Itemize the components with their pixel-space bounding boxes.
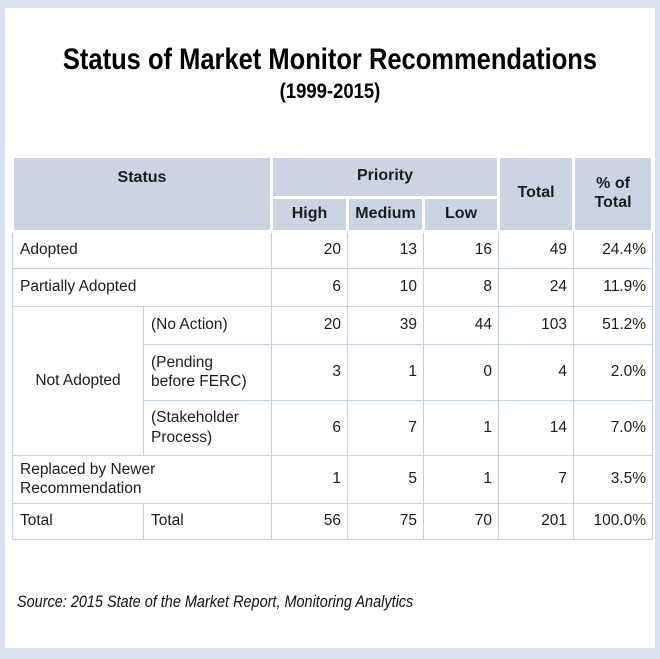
col-header-total: Total [497, 154, 576, 233]
cell-adopted-total: 49 [498, 230, 575, 269]
cell-pending-medium: 1 [347, 343, 424, 401]
cell-replaced-pct: 3.5% [573, 454, 654, 504]
cell-replaced-low: 1 [422, 454, 500, 504]
cell-replaced-total: 7 [498, 454, 575, 504]
col-header-medium: Medium [346, 195, 425, 233]
table-row-no-action: Not Adopted (No Action) 20 39 44 103 51.… [12, 305, 654, 456]
page-subtitle: (1999-2015) [279, 79, 381, 103]
cell-partially-pct: 11.9% [573, 267, 654, 307]
row-label-total: Total [12, 502, 144, 540]
row-label-no-action: (No Action) [143, 305, 272, 345]
cell-adopted-pct: 24.4% [573, 230, 654, 269]
table-row-stakeholder: (Stakeholder Process) 6 7 1 14 7.0% [13, 399, 654, 456]
row-label-stakeholder: (Stakeholder Process) [143, 399, 272, 456]
cell-no-action-medium: 39 [347, 305, 424, 345]
cell-total-medium: 75 [347, 502, 424, 540]
table-row-pending-ferc: (Pending before FERC) 3 1 0 4 2.0% [13, 343, 654, 401]
cell-partially-total: 24 [498, 267, 575, 307]
table-row-adopted: Adopted 20 13 16 49 24.4% [12, 230, 654, 269]
page-title: Status of Market Monitor Recommendations [62, 43, 598, 76]
cell-adopted-high: 20 [271, 230, 348, 269]
cell-partially-high: 6 [271, 267, 348, 307]
cell-partially-medium: 10 [347, 267, 424, 307]
col-header-priority: Priority [269, 154, 501, 199]
cell-stakeholder-pct: 7.0% [573, 399, 654, 456]
col-header-pct-total: % of Total [572, 154, 655, 233]
cell-no-action-total: 103 [498, 305, 575, 345]
cell-pending-pct: 2.0% [573, 343, 654, 401]
col-header-status: Status [11, 154, 273, 233]
cell-stakeholder-medium: 7 [347, 399, 424, 456]
cell-adopted-low: 16 [422, 230, 500, 269]
cell-stakeholder-low: 1 [422, 399, 500, 456]
cell-pending-total: 4 [498, 343, 575, 401]
cell-no-action-pct: 51.2% [573, 305, 654, 345]
col-header-high: High [270, 195, 349, 233]
cell-total-high: 56 [271, 502, 348, 540]
col-header-low: Low [421, 195, 501, 233]
row-label-partially-adopted: Partially Adopted [12, 267, 272, 307]
cell-pending-low: 0 [422, 343, 500, 401]
cell-no-action-low: 44 [422, 305, 500, 345]
recommendations-table: Status Priority Total % of Total High Me… [11, 154, 655, 540]
row-sublabel-total: Total [143, 502, 272, 540]
source-note: Source: 2015 State of the Market Report,… [17, 591, 414, 611]
row-group-label-not-adopted: Not Adopted [12, 305, 144, 456]
table-row-replaced: Replaced by Newer Recommendation 1 5 1 7… [12, 454, 654, 504]
cell-stakeholder-total: 14 [498, 399, 575, 456]
cell-total-total: 201 [498, 502, 575, 540]
cell-total-pct: 100.0% [573, 502, 654, 540]
cell-no-action-high: 20 [271, 305, 348, 345]
cell-total-low: 70 [422, 502, 500, 540]
cell-adopted-medium: 13 [347, 230, 424, 269]
pending-ferc-text: (Pending before FERC) [151, 353, 247, 391]
stakeholder-text: (Stakeholder Process) [151, 409, 239, 446]
table-row-total: Total Total 56 75 70 201 100.0% [12, 502, 654, 540]
replaced-text: Replaced by Newer Recommendation [20, 460, 156, 498]
row-label-replaced: Replaced by Newer Recommendation [12, 454, 272, 504]
cell-pending-high: 3 [271, 343, 348, 401]
row-label-adopted: Adopted [12, 230, 272, 269]
table-row-partially-adopted: Partially Adopted 6 10 8 24 11.9% [12, 267, 654, 307]
cell-partially-low: 8 [422, 267, 500, 307]
cell-stakeholder-high: 6 [271, 399, 348, 456]
row-label-pending-ferc: (Pending before FERC) [143, 343, 272, 401]
cell-replaced-medium: 5 [347, 454, 424, 504]
cell-replaced-high: 1 [271, 454, 348, 504]
